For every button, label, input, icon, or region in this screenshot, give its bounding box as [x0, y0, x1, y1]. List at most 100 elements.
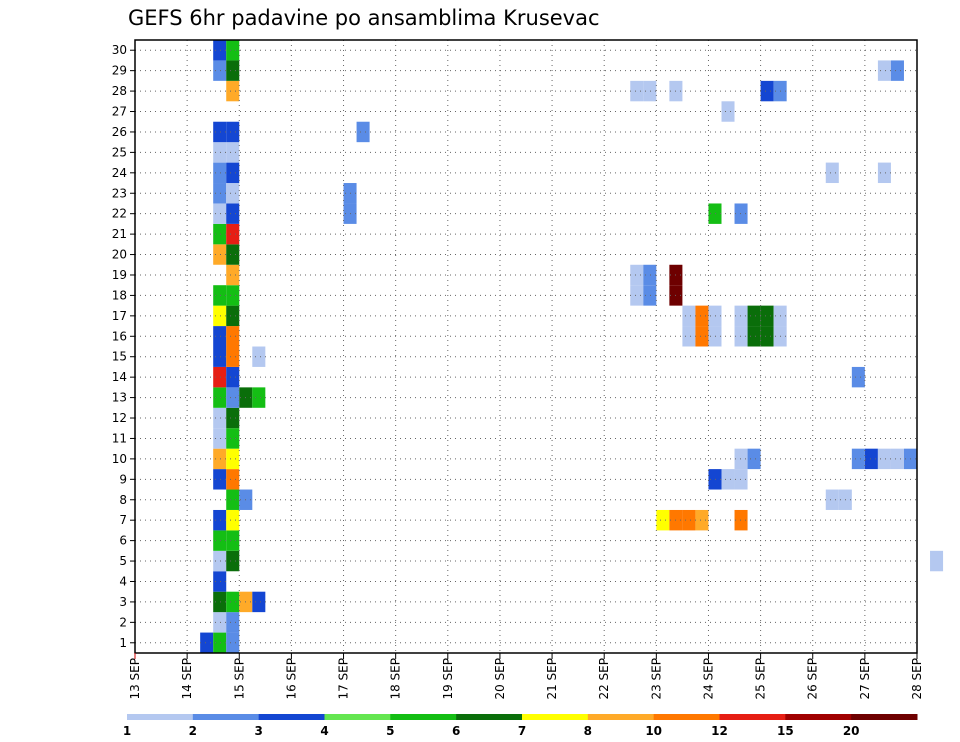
legend-label-10: 10: [645, 724, 662, 738]
cell-member-10-33: [734, 448, 748, 470]
cell-member-11-41: [226, 428, 240, 449]
heatmap-cells: [200, 40, 944, 653]
cell-member-22-88: [708, 203, 722, 224]
cell-member-17-63: [213, 305, 227, 327]
y-tick-label-23: 23: [112, 186, 127, 200]
cell-member-11-40: [213, 428, 227, 449]
cell-member-9-28: [708, 469, 722, 490]
chart-title: GEFS 6hr padavine po ansamblima Krusevac: [128, 6, 600, 30]
x-tick-label-15: 28 SEP: [910, 658, 924, 700]
cell-member-16-60: [747, 326, 761, 347]
cell-member-5-11: [226, 550, 240, 572]
cell-member-22-86: [226, 203, 240, 224]
cell-member-24-93: [213, 162, 227, 184]
cell-member-23-90: [213, 183, 227, 204]
legend-swatch-6: [522, 714, 589, 720]
legend-swatch-11: [851, 714, 918, 720]
cell-member-3-8: [252, 591, 266, 613]
cell-member-9-30: [734, 469, 748, 490]
y-tick-label-8: 8: [119, 493, 127, 507]
cell-member-16-55: [226, 326, 240, 347]
cell-member-24-94: [226, 162, 240, 184]
cell-member-26-99: [213, 121, 227, 143]
cell-member-7-16: [226, 509, 240, 531]
cell-member-30-113: [213, 40, 227, 61]
legend-label-2: 2: [189, 724, 197, 738]
legend-label-3: 3: [254, 724, 262, 738]
cell-member-1-2: [226, 632, 240, 653]
cell-member-29-111: [877, 60, 891, 81]
cell-member-16-57: [695, 326, 709, 347]
y-tick-label-30: 30: [112, 43, 127, 57]
legend-swatch-9: [719, 714, 786, 720]
x-tick-label-5: 18 SEP: [389, 658, 403, 700]
y-tick-label-19: 19: [112, 268, 127, 282]
cell-member-29-112: [890, 60, 904, 81]
dotted-grid: [135, 40, 917, 653]
cell-member-27-102: [721, 101, 735, 122]
y-tick-label-15: 15: [112, 350, 127, 364]
cell-member-17-65: [682, 305, 696, 327]
cell-member-30-114: [226, 40, 240, 61]
cell-member-18-74: [630, 285, 644, 306]
cell-member-10-36: [864, 448, 878, 470]
cell-member-6-13: [213, 530, 227, 551]
cell-member-17-68: [734, 305, 748, 327]
cell-member-24-96: [877, 162, 891, 184]
x-tick-label-9: 22 SEP: [597, 658, 611, 700]
cell-member-22-85: [213, 203, 227, 224]
y-tick-label-21: 21: [112, 227, 127, 241]
cell-member-6-14: [226, 530, 240, 551]
cell-member-7-17: [656, 509, 670, 531]
y-tick-label-27: 27: [112, 105, 127, 119]
x-tick-label-10: 23 SEP: [649, 658, 663, 700]
legend-swatch-7: [587, 714, 655, 720]
y-tick-label-25: 25: [112, 145, 127, 159]
cell-member-13-45: [226, 387, 240, 408]
cell-member-28-105: [643, 80, 657, 102]
cell-member-7-21: [734, 509, 748, 531]
legend-label-20: 20: [843, 724, 860, 738]
legend-label-8: 8: [584, 724, 592, 738]
cell-member-10-38: [890, 448, 904, 470]
cell-member-10-32: [226, 448, 240, 470]
cell-member-18-75: [643, 285, 657, 306]
cell-member-26-100: [226, 121, 240, 143]
cell-member-7-20: [695, 509, 709, 531]
y-tick-label-11: 11: [112, 431, 127, 445]
cell-member-15-51: [213, 346, 227, 367]
x-tick-label-3: 16 SEP: [284, 658, 298, 700]
y-tick-label-29: 29: [112, 64, 127, 78]
cell-member-1-0: [200, 632, 214, 653]
cell-member-5-12: [930, 550, 944, 572]
y-tick-label-9: 9: [119, 472, 127, 486]
cell-member-20-81: [213, 244, 227, 265]
cell-member-16-61: [760, 326, 774, 347]
legend-swatch-0: [127, 714, 194, 720]
cell-member-14-49: [226, 366, 240, 388]
cell-member-17-66: [695, 305, 709, 327]
cell-member-28-103: [226, 80, 240, 102]
cell-member-20-82: [226, 244, 240, 265]
cell-member-2-4: [226, 612, 240, 633]
cell-member-2-3: [213, 612, 227, 633]
color-legend: 1 2 3 4 5 6 7 8 10 12 15 20: [123, 714, 918, 738]
legend-swatch-3: [324, 714, 391, 720]
y-tick-label-28: 28: [112, 84, 127, 98]
y-axis: 1234567891011121314151617181920212223242…: [112, 43, 135, 650]
cell-member-12-43: [226, 407, 240, 429]
x-tick-label-7: 20 SEP: [493, 658, 507, 700]
cell-member-21-84: [226, 223, 240, 245]
y-tick-label-12: 12: [112, 411, 127, 425]
cell-member-17-70: [760, 305, 774, 327]
legend-swatch-2: [258, 714, 325, 720]
cell-member-15-52: [226, 346, 240, 367]
x-tick-label-11: 24 SEP: [701, 658, 715, 700]
cell-member-16-59: [734, 326, 748, 347]
cell-member-3-6: [226, 591, 240, 613]
cell-member-28-107: [760, 80, 774, 102]
cell-member-17-69: [747, 305, 761, 327]
cell-member-10-35: [851, 448, 865, 470]
x-tick-label-1: 14 SEP: [180, 658, 194, 700]
